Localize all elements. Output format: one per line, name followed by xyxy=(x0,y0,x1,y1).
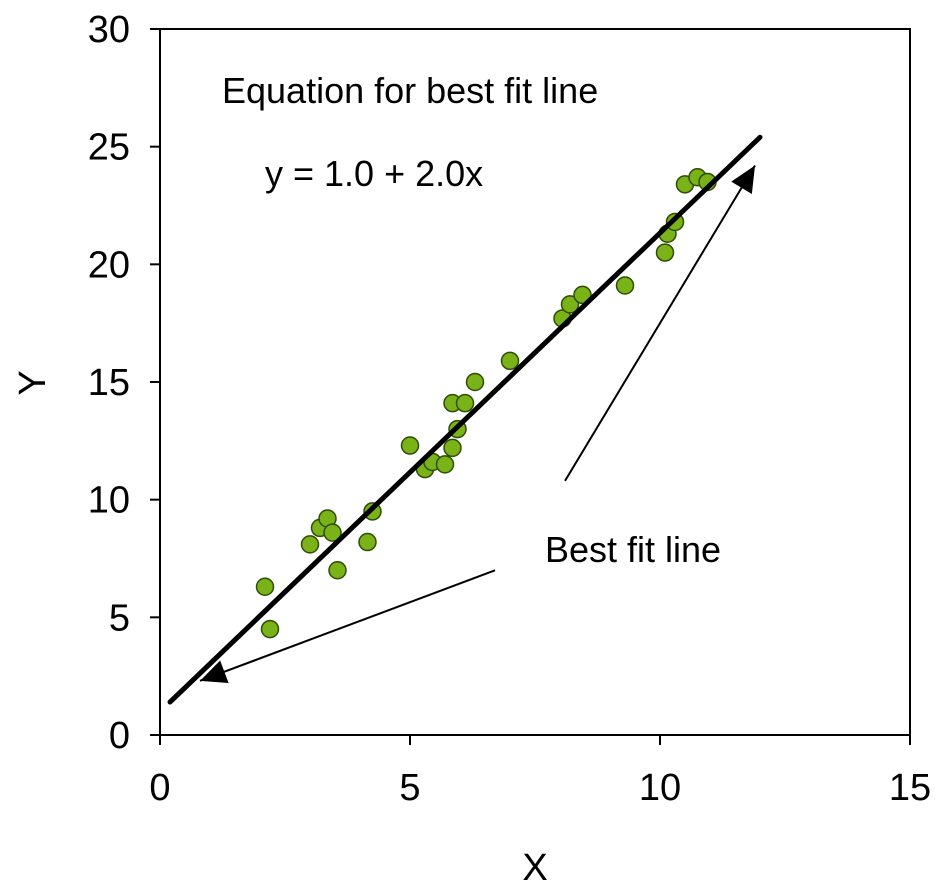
x-tick-label: 0 xyxy=(149,767,170,809)
data-point xyxy=(323,523,342,542)
arrowhead xyxy=(200,660,229,683)
annotation-arrows xyxy=(199,164,756,683)
y-tick-label: 5 xyxy=(109,597,130,639)
data-point xyxy=(400,436,420,455)
data-point xyxy=(300,535,320,554)
best-fit-line xyxy=(167,134,763,705)
x-axis-label: X xyxy=(522,847,547,888)
annotation-arrow-line xyxy=(564,164,756,482)
data-point xyxy=(255,577,275,596)
best-fit-line-group xyxy=(167,134,763,705)
data-point xyxy=(358,532,377,552)
data-point xyxy=(455,393,475,413)
arrowhead xyxy=(731,165,755,194)
y-tick-label: 10 xyxy=(88,480,130,522)
data-point xyxy=(560,295,580,314)
data-point xyxy=(328,561,347,580)
y-tick-label: 25 xyxy=(88,127,130,169)
annotation-arrow-line xyxy=(199,569,496,682)
data-point xyxy=(655,243,675,262)
data-point xyxy=(465,372,485,392)
data-point xyxy=(260,619,280,639)
data-point xyxy=(435,455,455,474)
data-point xyxy=(500,351,520,371)
data-point xyxy=(573,285,592,305)
equation-annotation: y = 1.0 + 2.0x xyxy=(265,153,483,194)
data-point xyxy=(615,276,635,295)
y-tick-label: 0 xyxy=(109,715,130,757)
y-tick-label: 20 xyxy=(88,244,130,286)
equation-title-annotation: Equation for best fit line xyxy=(222,70,598,111)
x-tick-label: 15 xyxy=(889,767,931,809)
best-fit-line-annotation: Best fit line xyxy=(545,529,721,570)
data-point xyxy=(443,438,462,458)
axis-tick-labels: 0 5 10 15 0 5 10 15 20 25 30 xyxy=(88,9,931,809)
y-tick-label: 15 xyxy=(88,362,130,404)
axis-ticks xyxy=(150,28,911,745)
x-tick-label: 10 xyxy=(639,767,681,809)
x-tick-label: 5 xyxy=(399,767,420,809)
y-axis-label: Y xyxy=(12,370,54,395)
scatter-points xyxy=(255,168,717,639)
y-tick-label: 30 xyxy=(88,9,130,51)
